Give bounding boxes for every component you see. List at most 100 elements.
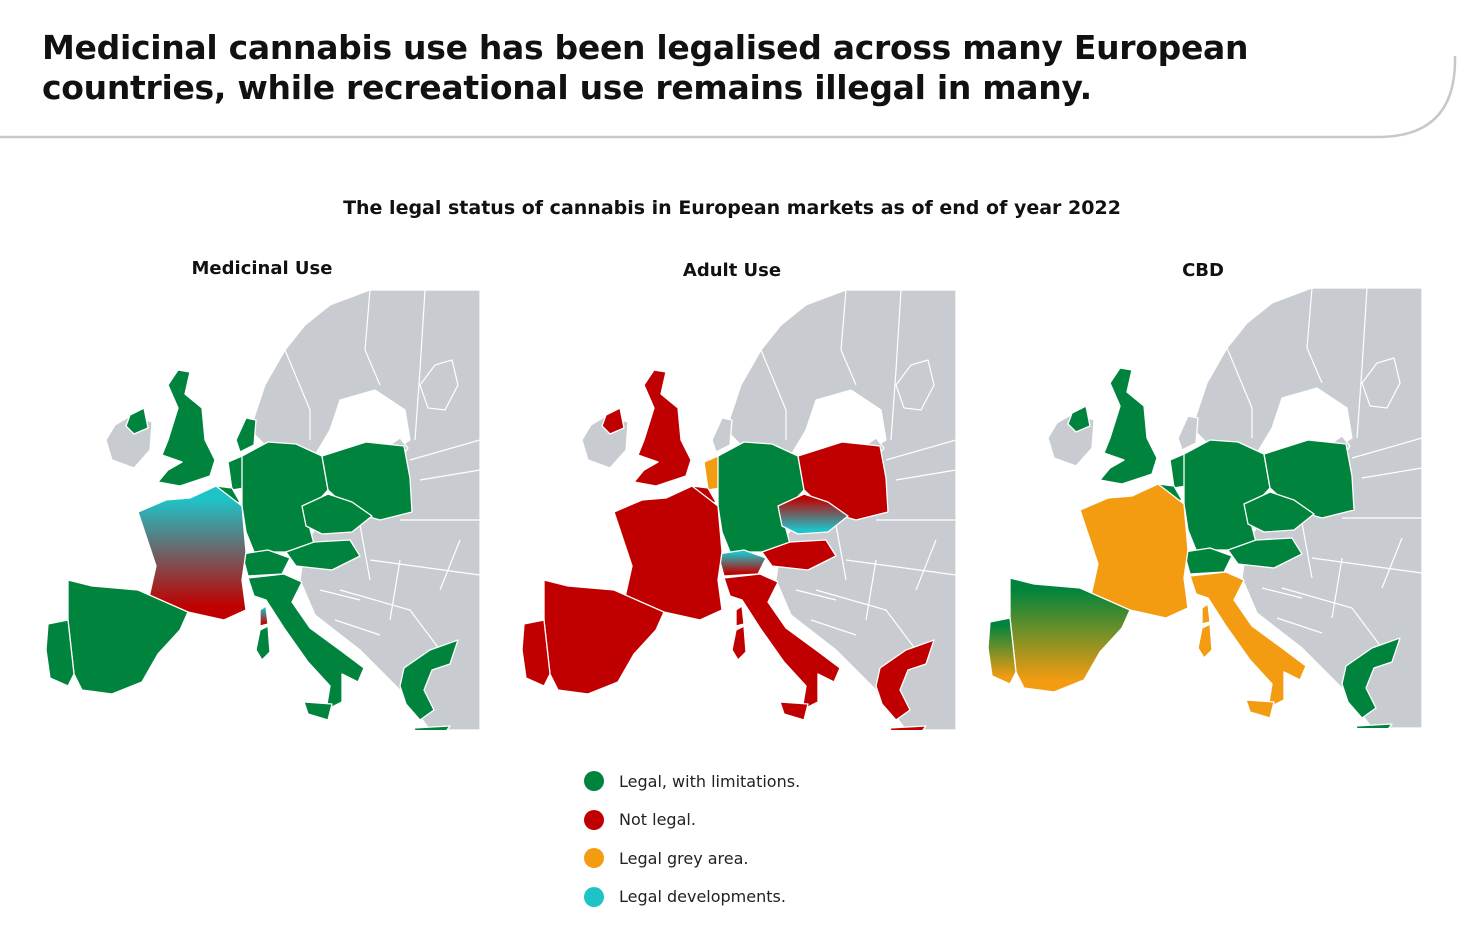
legend-item-developments: Legal developments.	[584, 878, 984, 917]
country-portugal	[987, 617, 1017, 685]
map-svg	[987, 288, 1422, 728]
country-uk	[157, 369, 216, 487]
background-border	[419, 469, 480, 481]
background-border	[1311, 557, 1422, 574]
background-border	[1381, 537, 1403, 589]
country-denmark	[235, 417, 257, 453]
background-border	[835, 524, 847, 581]
country-switzerland	[241, 549, 291, 577]
figure-subtitle: The legal status of cannabis in European…	[343, 197, 1121, 219]
background-border	[1261, 587, 1303, 599]
legend: Legal, with limitations. Not legal. Lega…	[584, 762, 984, 916]
background-border	[815, 589, 917, 651]
page-title: Medicinal cannabis use has been legalise…	[42, 28, 1249, 107]
background-border	[885, 439, 956, 461]
background-border	[865, 559, 877, 621]
legend-dot-legal	[584, 771, 604, 792]
legend-label-not-legal: Not legal.	[619, 810, 696, 830]
legend-item-legal: Legal, with limitations.	[584, 762, 984, 801]
country-crete	[413, 725, 451, 730]
country-crete	[889, 725, 927, 730]
background-land	[419, 359, 459, 411]
country-denmark	[711, 417, 733, 453]
background-border	[1226, 347, 1253, 438]
background-border	[1356, 288, 1368, 439]
country-sicily	[303, 701, 333, 721]
country-portugal	[45, 619, 75, 687]
country-greece	[399, 639, 459, 721]
background-border	[795, 589, 837, 601]
background-land	[895, 359, 935, 411]
country-sicily	[779, 701, 809, 721]
country-uk	[633, 369, 692, 487]
map-svg	[521, 290, 956, 730]
background-land	[1361, 357, 1401, 409]
background-border	[284, 349, 311, 440]
legend-label-legal: Legal, with limitations.	[619, 771, 801, 791]
background-border	[359, 524, 371, 581]
country-sardinia	[1197, 623, 1213, 659]
country-italy	[723, 573, 841, 711]
background-border	[1301, 522, 1313, 579]
background-border	[409, 439, 480, 461]
background-border	[890, 290, 902, 441]
background-border	[334, 619, 381, 636]
background-border	[895, 469, 956, 481]
legend-dot-not-legal	[584, 809, 604, 830]
legend-dot-grey-area	[584, 848, 604, 869]
country-italy	[247, 573, 365, 711]
country-czechia	[777, 493, 849, 535]
legend-label-grey-area: Legal grey area.	[619, 848, 749, 868]
map-medicinal	[40, 290, 480, 730]
background-border	[1276, 617, 1323, 634]
background-border	[1331, 557, 1343, 619]
background-border	[319, 589, 361, 601]
background-border	[1351, 437, 1422, 459]
background-border	[369, 559, 480, 576]
background-border	[339, 589, 441, 651]
legend-label-developments: Legal developments.	[619, 887, 786, 907]
country-ireland	[601, 407, 625, 435]
legend-item-grey-area: Legal grey area.	[584, 839, 984, 878]
background-border	[915, 539, 937, 591]
country-uk	[1099, 367, 1158, 485]
country-italy	[1189, 571, 1307, 709]
country-austria	[761, 539, 837, 571]
country-ireland	[125, 407, 149, 435]
country-austria	[1227, 537, 1303, 569]
background-border	[840, 290, 857, 386]
legend-dot-developments	[584, 886, 604, 907]
country-corsica	[735, 605, 745, 627]
country-sardinia	[255, 625, 271, 661]
country-denmark	[1177, 415, 1199, 451]
country-ireland	[1067, 405, 1091, 433]
legend-item-not-legal: Not legal.	[584, 801, 984, 840]
background-border	[1306, 288, 1323, 384]
country-switzerland	[1183, 547, 1233, 575]
country-greece	[1341, 637, 1401, 719]
map-cbd	[982, 288, 1422, 728]
background-border	[414, 290, 426, 441]
country-czechia	[301, 493, 373, 535]
country-greece	[875, 639, 935, 721]
country-austria	[285, 539, 361, 571]
background-border	[1361, 467, 1422, 479]
background-border	[1281, 587, 1383, 649]
panel-title-medicinal: Medicinal Use	[191, 258, 333, 279]
background-border	[810, 619, 857, 636]
map-adult	[516, 290, 956, 730]
background-border	[760, 349, 787, 440]
background-border	[439, 539, 461, 591]
country-corsica	[1201, 603, 1211, 625]
country-czechia	[1243, 491, 1315, 533]
map-svg	[45, 290, 480, 730]
background-border	[845, 559, 956, 576]
country-portugal	[521, 619, 551, 687]
country-crete	[1355, 723, 1393, 728]
header-frame	[0, 56, 1457, 139]
background-border	[389, 559, 401, 621]
panel-title-adult: Adult Use	[682, 260, 782, 281]
country-corsica	[259, 605, 269, 627]
country-sardinia	[731, 625, 747, 661]
country-sicily	[1245, 699, 1275, 719]
